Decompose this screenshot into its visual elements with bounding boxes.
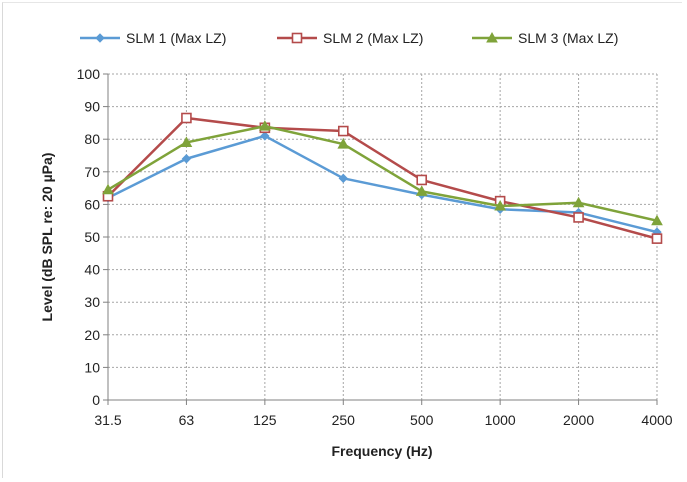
y-tick-label: 0 — [92, 392, 100, 408]
data-point — [181, 112, 192, 124]
data-point — [415, 185, 428, 196]
series-line — [107, 124, 658, 222]
legend-label: SLM 1 (Max LZ) — [126, 30, 226, 46]
legend-label: SLM 2 (Max LZ) — [323, 30, 423, 46]
x-tick-label: 250 — [332, 412, 356, 428]
legend-label: SLM 3 (Max LZ) — [518, 30, 618, 46]
data-point — [573, 212, 584, 223]
series-3 — [102, 120, 663, 226]
legend-marker — [291, 32, 303, 44]
data-point — [494, 200, 506, 211]
y-tick-label: 100 — [77, 66, 101, 82]
data-point — [572, 196, 585, 208]
x-tick-labels: 31.5 63 125 250 500 1000 2000 4000 — [94, 412, 672, 428]
data-point — [337, 125, 349, 137]
data-point — [337, 138, 350, 149]
data-point — [651, 214, 663, 226]
data-point — [338, 173, 348, 184]
x-tick-label: 63 — [179, 412, 195, 428]
y-tick-label: 10 — [84, 359, 100, 375]
legend-item-1: SLM 1 (Max LZ) — [80, 30, 226, 46]
data-point — [651, 233, 663, 244]
legend-marker — [95, 33, 105, 43]
data-point — [180, 136, 193, 147]
x-axis-title: Frequency (Hz) — [331, 443, 432, 459]
y-axis-title: Level (dB SPL re: 20 µPa) — [39, 153, 55, 322]
series-line — [107, 116, 658, 240]
y-tick-label: 20 — [84, 327, 100, 343]
axes — [103, 73, 658, 405]
y-tick-label: 80 — [84, 131, 100, 147]
legend: SLM 1 (Max LZ) SLM 2 (Max LZ) SLM 3 (Max L… — [80, 30, 618, 46]
series-line — [107, 134, 658, 234]
x-tick-label: 125 — [253, 412, 277, 428]
x-tick-label: 4000 — [641, 412, 672, 428]
y-tick-label: 50 — [84, 229, 100, 245]
y-tick-labels: 0 10 20 30 40 50 60 70 80 90 100 — [77, 66, 101, 408]
data-point — [259, 120, 271, 131]
chart-frame — [2, 2, 682, 478]
data-point — [416, 174, 428, 186]
x-tick-label: 500 — [410, 412, 434, 428]
legend-item-3: SLM 3 (Max LZ) — [472, 30, 618, 46]
legend-marker — [486, 31, 498, 43]
x-tick-label: 31.5 — [94, 412, 121, 428]
series-group — [102, 112, 663, 244]
series-2 — [102, 112, 663, 244]
legend-item-2: SLM 2 (Max LZ) — [277, 30, 423, 46]
y-tick-label: 30 — [84, 294, 100, 310]
x-tick-label: 1000 — [485, 412, 516, 428]
y-tick-label: 70 — [84, 164, 100, 180]
x-tick-label: 2000 — [563, 412, 594, 428]
y-tick-label: 40 — [84, 262, 100, 278]
y-tick-label: 60 — [84, 196, 100, 212]
data-point — [260, 131, 270, 141]
data-point — [181, 154, 192, 164]
data-point — [102, 183, 114, 195]
y-tick-label: 90 — [84, 99, 100, 115]
